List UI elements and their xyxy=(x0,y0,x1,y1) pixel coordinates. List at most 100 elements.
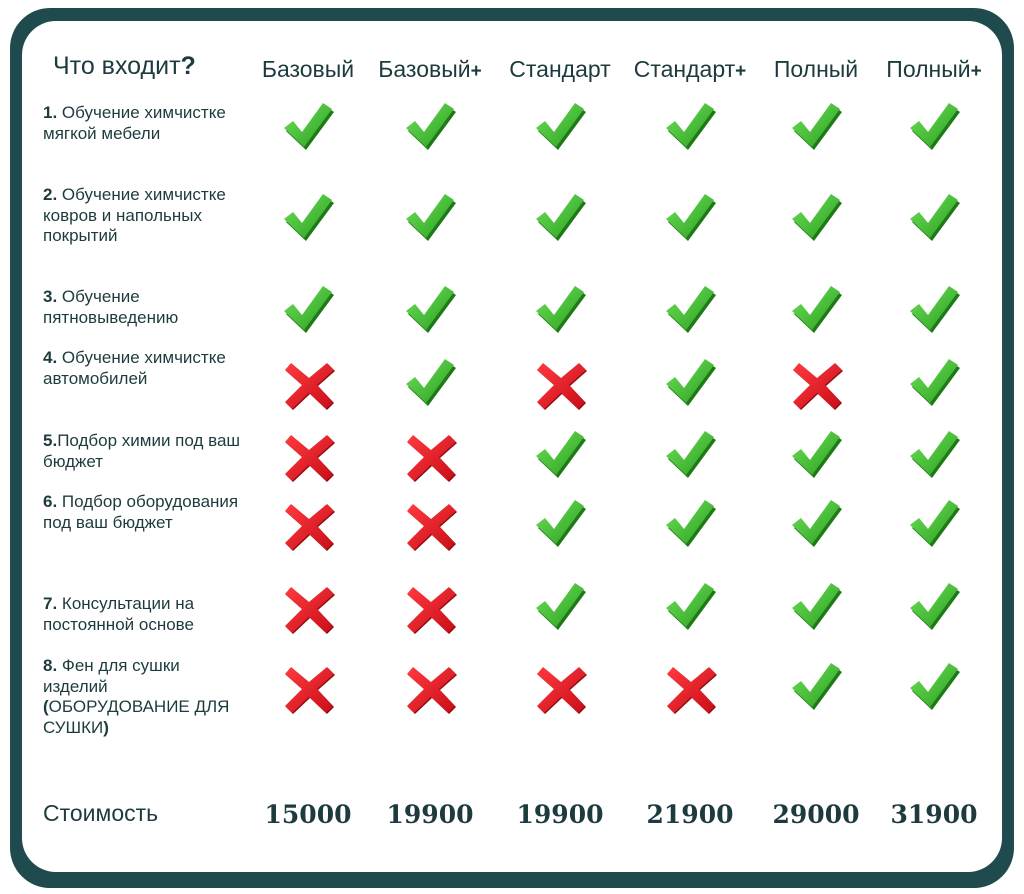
feature-label: 5.Подбор химии под ваш бюджет xyxy=(43,431,243,472)
check-icon xyxy=(792,583,842,630)
feature-subtext: ОБОРУДОВАНИЕ ДЛЯ СУШКИ xyxy=(43,697,230,737)
cross-icon xyxy=(285,587,335,634)
check-icon xyxy=(536,103,586,150)
check-icon xyxy=(910,286,960,333)
feature-number: 5. xyxy=(43,431,58,450)
plan-price: 15000 xyxy=(264,800,352,829)
cross-icon xyxy=(285,504,335,551)
plan-header: Полный+ xyxy=(886,56,981,83)
feature-label: 6. Подбор оборудования под ваш бюджет xyxy=(43,492,243,533)
plan-name: Полный xyxy=(773,56,859,82)
check-icon xyxy=(792,194,842,241)
feature-text: Консультации на постоянной основе xyxy=(43,594,195,634)
cross-icon xyxy=(407,504,457,551)
check-icon xyxy=(406,286,456,333)
feature-text: Обучение химчистке мягкой мебели xyxy=(43,103,226,143)
cross-icon xyxy=(285,363,335,410)
feature-label: 4. Обучение химчистке автомобилей xyxy=(43,348,243,389)
check-icon xyxy=(910,583,960,630)
plan-plus: + xyxy=(470,61,482,82)
plan-price: 19900 xyxy=(386,800,474,829)
check-icon xyxy=(536,431,586,478)
check-icon xyxy=(910,194,960,241)
plan-price: 31900 xyxy=(890,800,978,829)
check-icon xyxy=(666,500,716,547)
check-icon xyxy=(910,663,960,710)
check-icon xyxy=(910,359,960,406)
feature-text: Обучение пятновыведению xyxy=(43,287,179,327)
feature-number: 4. xyxy=(43,348,58,367)
cross-icon xyxy=(667,667,717,714)
plan-name: Стандарт xyxy=(633,56,736,82)
check-icon xyxy=(536,286,586,333)
cross-icon xyxy=(407,435,457,482)
header-question-text: Что входит xyxy=(53,52,181,80)
check-icon xyxy=(910,431,960,478)
check-icon xyxy=(284,286,334,333)
plan-name: Базовый xyxy=(261,56,355,82)
feature-label: 1. Обучение химчистке мягкой мебели xyxy=(43,103,243,144)
feature-paren-close: ) xyxy=(103,717,109,737)
plan-header: Базовый xyxy=(262,56,354,83)
cross-icon xyxy=(537,667,587,714)
check-icon xyxy=(536,583,586,630)
table-card xyxy=(22,21,1002,872)
check-icon xyxy=(666,583,716,630)
plan-plus: + xyxy=(735,61,747,82)
check-icon xyxy=(792,286,842,333)
check-icon xyxy=(284,194,334,241)
feature-number: 8. xyxy=(43,656,58,675)
plan-price: 19900 xyxy=(516,800,604,829)
check-icon xyxy=(792,103,842,150)
check-icon xyxy=(792,500,842,547)
plan-plus: + xyxy=(970,61,982,82)
feature-number: 6. xyxy=(43,492,58,511)
feature-paren-open: ( xyxy=(43,697,49,716)
feature-label: 2. Обучение химчистке ковров и напольных… xyxy=(43,185,243,247)
check-icon xyxy=(666,194,716,241)
feature-number: 7. xyxy=(43,594,58,613)
cross-icon xyxy=(407,587,457,634)
check-icon xyxy=(536,500,586,547)
feature-text: Подбор химии под ваш бюджет xyxy=(43,431,241,471)
feature-text: Фен для сушки изделий xyxy=(43,656,180,696)
plan-price: 21900 xyxy=(646,800,734,829)
check-icon xyxy=(910,103,960,150)
check-icon xyxy=(536,194,586,241)
feature-label: 7. Консультации на постоянной основе xyxy=(43,594,243,635)
check-icon xyxy=(284,103,334,150)
feature-text: Обучение химчистке ковров и напольных по… xyxy=(43,185,226,245)
check-icon xyxy=(792,431,842,478)
cross-icon xyxy=(793,363,843,410)
header-question-mark: ? xyxy=(180,52,196,80)
cross-icon xyxy=(285,435,335,482)
plan-header: Стандарт+ xyxy=(634,56,747,83)
plan-header: Базовый+ xyxy=(378,56,481,83)
cross-icon xyxy=(407,667,457,714)
check-icon xyxy=(666,431,716,478)
check-icon xyxy=(666,359,716,406)
check-icon xyxy=(666,103,716,150)
feature-number: 3. xyxy=(43,287,58,306)
header-question: Что входит? xyxy=(53,52,196,81)
check-icon xyxy=(666,286,716,333)
check-icon xyxy=(792,663,842,710)
plan-price: 29000 xyxy=(772,800,860,829)
plan-header: Полный xyxy=(774,56,858,83)
check-icon xyxy=(406,194,456,241)
cross-icon xyxy=(537,363,587,410)
cost-label: Стоимость xyxy=(43,800,159,826)
check-icon xyxy=(406,103,456,150)
cross-icon xyxy=(285,667,335,714)
feature-text: Подбор оборудования под ваш бюджет xyxy=(43,492,239,532)
feature-label: 8. Фен для сушки изделий (ОБОРУДОВАНИЕ Д… xyxy=(43,656,243,738)
plan-name: Полный xyxy=(886,56,971,82)
plan-name: Базовый xyxy=(378,56,471,82)
plan-name: Стандарт xyxy=(509,56,611,82)
feature-number: 1. xyxy=(43,103,58,122)
plan-header: Стандарт xyxy=(509,56,610,83)
check-icon xyxy=(406,359,456,406)
check-icon xyxy=(910,500,960,547)
feature-number: 2. xyxy=(43,185,58,204)
feature-label: 3. Обучение пятновыведению xyxy=(43,287,243,328)
